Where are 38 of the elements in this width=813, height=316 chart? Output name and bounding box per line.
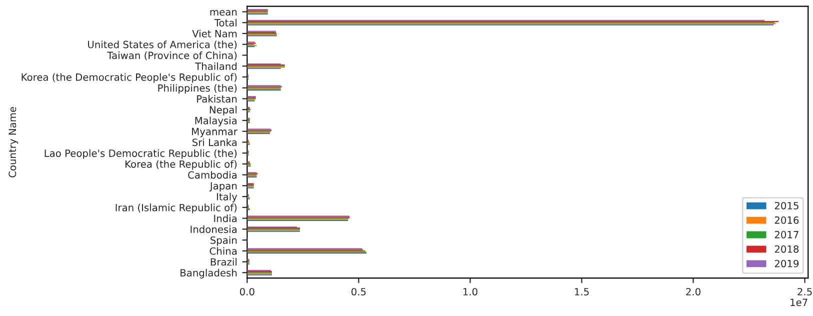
y-tick-label: Sri Lanka <box>192 138 237 146</box>
legend-label: 2018 <box>774 245 799 253</box>
y-tick-label: Japan <box>209 182 237 192</box>
legend-label: 2017 <box>774 230 798 238</box>
y-tick-label: Bangladesh <box>180 268 237 278</box>
text: 1e7 <box>790 298 808 306</box>
x-tick-label: 0.0 <box>240 288 254 296</box>
y-tick-label: Nepal <box>210 106 237 116</box>
y-tick-label: China <box>210 247 237 255</box>
y-tick-label: Viet Nam <box>192 30 237 38</box>
y-axis-title: Country Name <box>8 107 18 178</box>
x-tick-label: 1.5 <box>574 288 589 296</box>
y-tick-label: India <box>214 214 237 222</box>
y-tick-label: Korea (the Republic of) <box>126 160 237 170</box>
y-tick-label: Myanmar <box>192 128 238 138</box>
y-tick-label: Philippines (the) <box>158 84 237 94</box>
y-tick-label: Taiwan (Province of China) <box>107 51 237 60</box>
y-tick-label: Brazil <box>210 258 237 266</box>
legend-label: 2016 <box>774 216 799 224</box>
y-tick-label: Italy <box>217 192 238 202</box>
y-tick-label: Korea (the Democratic People's Republic of) <box>22 73 237 83</box>
y-tick-label: Malaysia <box>195 116 237 126</box>
x-tick-label: 1.0 <box>463 288 478 296</box>
y-tick-label: Pakistan <box>197 94 237 103</box>
y-tick-label: Iran (Islamic Republic of) <box>116 204 237 214</box>
y-tick-label: Cambodia <box>188 171 237 179</box>
y-tick-label: Indonesia <box>190 225 237 234</box>
x-tick-label: 0.5 <box>351 288 366 296</box>
y-tick-label: Thailand <box>195 62 237 70</box>
legend-label: 2019 <box>774 260 799 268</box>
y-tick-label: mean <box>210 10 237 16</box>
legend-label: 2015 <box>774 202 798 210</box>
y-tick-label: United States of America (the) <box>88 40 237 50</box>
x-tick-label: 2.5 <box>798 288 812 296</box>
y-tick-label: Spain <box>210 236 237 246</box>
y-tick-label: Total <box>214 18 237 27</box>
y-tick-label: Lao People's Democratic Republic (the) <box>44 149 237 159</box>
x-tick-label: 2.0 <box>686 288 700 296</box>
